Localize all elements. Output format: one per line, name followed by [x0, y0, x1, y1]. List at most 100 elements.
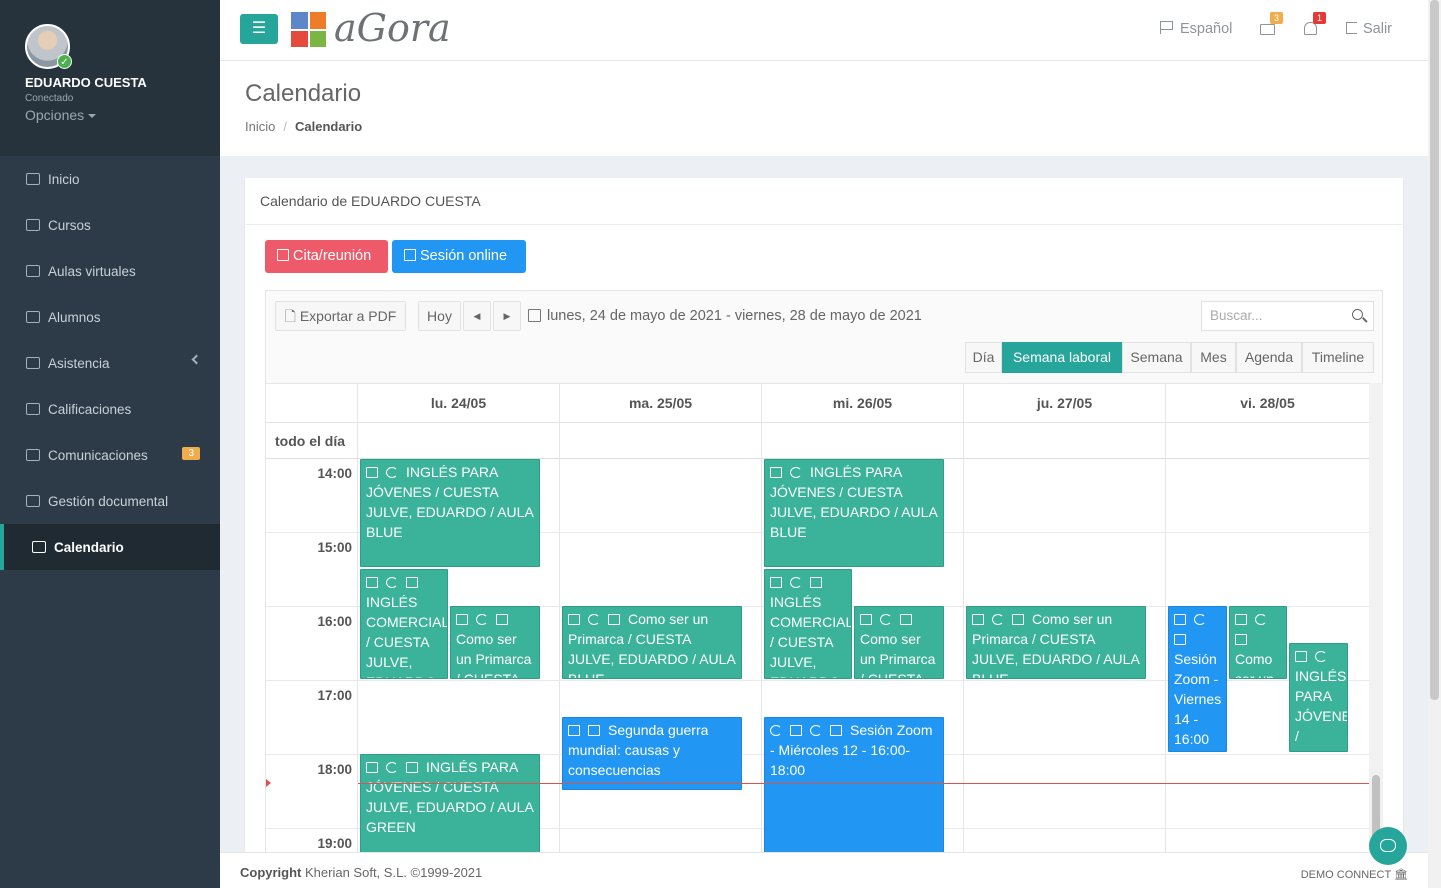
video-icon [406, 577, 418, 588]
sidebar-item-alumnos[interactable]: Alumnos [0, 294, 220, 340]
repeat-icon [810, 725, 822, 736]
menu-toggle-button[interactable]: ☰ [240, 14, 278, 44]
options-dropdown[interactable]: Opciones [25, 107, 97, 123]
date-range[interactable]: lunes, 24 de mayo de 2021 - viernes, 28 … [528, 308, 922, 324]
mail-icon[interactable] [1260, 24, 1275, 35]
calendar-event[interactable]: Como ser un Primarca / CUESTA JULVE [854, 606, 944, 679]
scroll-thumb[interactable] [1372, 775, 1380, 868]
day-header-mon[interactable]: lu. 24/05 [357, 384, 559, 422]
laptop-icon [568, 725, 580, 736]
calendar-event[interactable]: INGLÉS COMERCIAL / CUESTA JULVE, EDUARDO… [360, 569, 448, 679]
sidebar-item-comunicaciones[interactable]: Comunicaciones 3 [0, 432, 220, 478]
divider [245, 224, 1403, 225]
day-header-thu[interactable]: ju. 27/05 [963, 384, 1165, 422]
repeat-icon [1315, 651, 1327, 662]
new-meeting-button[interactable]: Cita/reunión [265, 240, 388, 273]
video-icon [830, 725, 842, 736]
chat-button[interactable] [1369, 827, 1407, 865]
next-button[interactable]: ▶ [493, 301, 521, 331]
button-label: Exportar a PDF [299, 308, 397, 324]
today-button[interactable]: Hoy [418, 301, 461, 331]
repeat-icon [386, 467, 398, 478]
repeat-icon [790, 577, 802, 588]
day-header-wed[interactable]: mi. 26/05 [761, 384, 963, 422]
hour-label: 17:00 [317, 688, 352, 703]
user-profile: ✓ EDUARDO CUESTA Conectado Opciones [0, 0, 220, 156]
button-label: Cita/reunión [293, 248, 372, 264]
page-scroll-thumb[interactable] [1430, 0, 1439, 700]
view-timeline-button[interactable]: Timeline [1302, 342, 1374, 373]
breadcrumb-current: Calendario [294, 119, 363, 134]
calendar-event[interactable]: INGLÉS PARA JÓVENES / CUESTA [1289, 643, 1348, 752]
sidebar-item-asistencia[interactable]: Asistencia [0, 340, 220, 386]
event-text: Como ser un [1235, 651, 1274, 679]
sidebar-item-calendario[interactable]: Calendario [0, 524, 220, 570]
footer: Copyright Kherian Soft, S.L. ©1999-2021 … [220, 852, 1428, 888]
page-scrollbar[interactable] [1428, 0, 1441, 888]
calendar-event[interactable]: Segunda guerra mundial: causas y consecu… [562, 717, 742, 790]
sidebar-item-cursos[interactable]: Cursos [0, 202, 220, 248]
repeat-icon [476, 614, 488, 625]
export-pdf-button[interactable]: 🗋 Exportar a PDF [275, 301, 406, 331]
copyright: Copyright Kherian Soft, S.L. ©1999-2021 [240, 865, 483, 880]
calendar-event[interactable]: Sesión Zoom - Miércoles 12 - 16:00-18:00 [764, 717, 944, 868]
event-text: INGLÉS PARA JÓVENES / CUESTA JULVE, EDUA… [770, 464, 938, 540]
calendar-event[interactable]: INGLÉS PARA JÓVENES / CUESTA JULVE, EDUA… [764, 459, 944, 567]
sidebar-item-gestion-documental[interactable]: Gestión documental [0, 478, 220, 524]
bell-icon[interactable] [1304, 22, 1317, 35]
search-icon[interactable] [1352, 309, 1363, 320]
new-online-session-button[interactable]: Sesión online [392, 240, 526, 273]
books-icon [366, 577, 378, 588]
chevron-left-icon [191, 354, 202, 365]
video-icon [810, 577, 822, 588]
calendar-scrollbar[interactable] [1369, 383, 1383, 868]
calendar-icon [528, 309, 541, 322]
calendar-event[interactable]: Como ser un Primarca / CUESTA JULVE, EDU… [562, 606, 742, 679]
event-text: INGLÉS COMERCIAL / CUESTA JULVE, EDUARDO… [366, 594, 448, 678]
language-label: Español [1180, 21, 1233, 37]
language-selector[interactable]: Español [1160, 21, 1232, 37]
card-title: Calendario de EDUARDO CUESTA [260, 193, 481, 209]
repeat-icon [992, 614, 1004, 625]
laptop-icon [404, 249, 416, 261]
calendar-event[interactable]: INGLÉS PARA JÓVENES / CUESTA JULVE, EDUA… [360, 459, 540, 567]
calendar-event[interactable]: INGLÉS COMERCIAL / CUESTA JULVE, EDUARDO… [764, 569, 852, 679]
event-text: INGLÉS PARA JÓVENES / CUESTA [1295, 668, 1347, 751]
user-name: EDUARDO CUESTA [25, 75, 147, 90]
repeat-icon [386, 762, 398, 773]
sidebar-item-label: Calendario [54, 539, 124, 555]
event-text: Segunda guerra mundial: causas y consecu… [568, 722, 709, 778]
event-text: Como ser un Primarca / CUESTA JULVE, EDU… [568, 611, 736, 679]
search-input[interactable]: Buscar... [1201, 301, 1374, 331]
view-agenda-button[interactable]: Agenda [1236, 342, 1302, 373]
calendar-event[interactable]: Como ser un Primarca / CUESTA JULVE, EDU… [966, 606, 1146, 679]
prev-button[interactable]: ◀ [463, 301, 491, 331]
books-icon [366, 762, 378, 773]
view-week-button[interactable]: Semana [1122, 342, 1191, 373]
books-icon [1295, 651, 1307, 662]
event-text: Sesión Zoom - Miércoles 12 - 16:00-18:00 [770, 722, 933, 778]
sidebar-item-label: Cursos [48, 217, 91, 233]
sidebar-item-aulas-virtuales[interactable]: Aulas virtuales [0, 248, 220, 294]
view-workweek-button[interactable]: Semana laboral [1002, 342, 1122, 373]
date-range-label: lunes, 24 de mayo de 2021 - viernes, 28 … [547, 308, 922, 324]
sidebar-item-calificaciones[interactable]: Calificaciones [0, 386, 220, 432]
calendar-event[interactable]: Sesión Zoom - Viernes 14 - 16:00 [1168, 606, 1227, 752]
books-icon [972, 614, 984, 625]
view-month-button[interactable]: Mes [1191, 342, 1236, 373]
view-day-button[interactable]: Día [965, 342, 1002, 373]
calendar-event[interactable]: Como ser un Primarca / CUESTA JULVE [450, 606, 540, 679]
sidebar-item-inicio[interactable]: Inicio [0, 156, 220, 202]
mail-badge: 3 [1270, 12, 1284, 24]
day-header-fri[interactable]: vi. 28/05 [1165, 384, 1369, 422]
books-icon [1235, 614, 1247, 625]
calendar-event[interactable]: INGLÉS PARA JÓVENES / CUESTA JULVE, EDUA… [360, 754, 540, 868]
envelope-icon [26, 449, 40, 461]
calendar-event[interactable]: Como ser un [1229, 606, 1287, 679]
breadcrumb-home[interactable]: Inicio [245, 119, 276, 134]
unread-badge: 3 [182, 447, 200, 460]
day-header-tue[interactable]: ma. 25/05 [559, 384, 761, 422]
avatar[interactable] [25, 24, 70, 69]
books-icon [366, 467, 378, 478]
logout-link[interactable]: Salir [1346, 21, 1392, 37]
